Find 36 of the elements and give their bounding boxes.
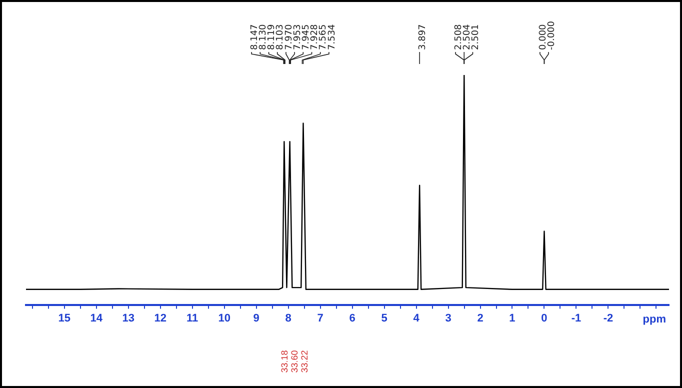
x-tick-label: 0 <box>541 312 548 324</box>
annotation: 8.130 <box>258 24 268 50</box>
x-tick-label: 3 <box>445 312 452 324</box>
annotation: 2.501 <box>471 24 482 50</box>
x-tick-label: 1 <box>509 312 516 324</box>
annotation: 7.565 <box>318 24 329 50</box>
annotation: -0.000 <box>546 20 557 50</box>
annotation: 7.945 <box>302 24 312 50</box>
x-axis-title: ppm <box>642 313 666 326</box>
annotation: 8.103 <box>276 24 286 50</box>
x-tick-label: 6 <box>349 312 356 324</box>
annotation: 7.534 <box>327 24 338 50</box>
text: 33.22 <box>299 350 310 373</box>
x-tick-label: -1 <box>571 312 582 324</box>
annotation: 2.504 <box>462 24 472 50</box>
x-tick-label: 13 <box>122 312 134 324</box>
annotation: 7.953 <box>292 24 303 50</box>
x-tick-label: 5 <box>381 312 388 324</box>
x-tick-label: -2 <box>603 312 614 324</box>
annotation: 8.147 <box>250 24 260 50</box>
x-tick-label: 10 <box>218 312 230 324</box>
x-tick-label: 15 <box>58 312 71 324</box>
annotation: 0.000 <box>538 24 548 50</box>
x-tick-label: 7 <box>317 312 324 324</box>
annotation: 7.970 <box>284 24 294 50</box>
text: 33.60 <box>289 350 300 373</box>
x-tick-label: 9 <box>253 312 260 324</box>
text: 33.18 <box>279 350 290 373</box>
x-tick-label: 8 <box>285 312 292 324</box>
x-tick-label: 11 <box>186 312 198 324</box>
x-tick-label: 4 <box>413 312 420 324</box>
x-tick-label: 14 <box>90 312 104 324</box>
x-tick-label: 12 <box>154 312 166 324</box>
annotation: 3.897 <box>418 24 428 50</box>
annotation: 2.508 <box>454 24 464 50</box>
x-tick-label: 2 <box>477 312 484 324</box>
